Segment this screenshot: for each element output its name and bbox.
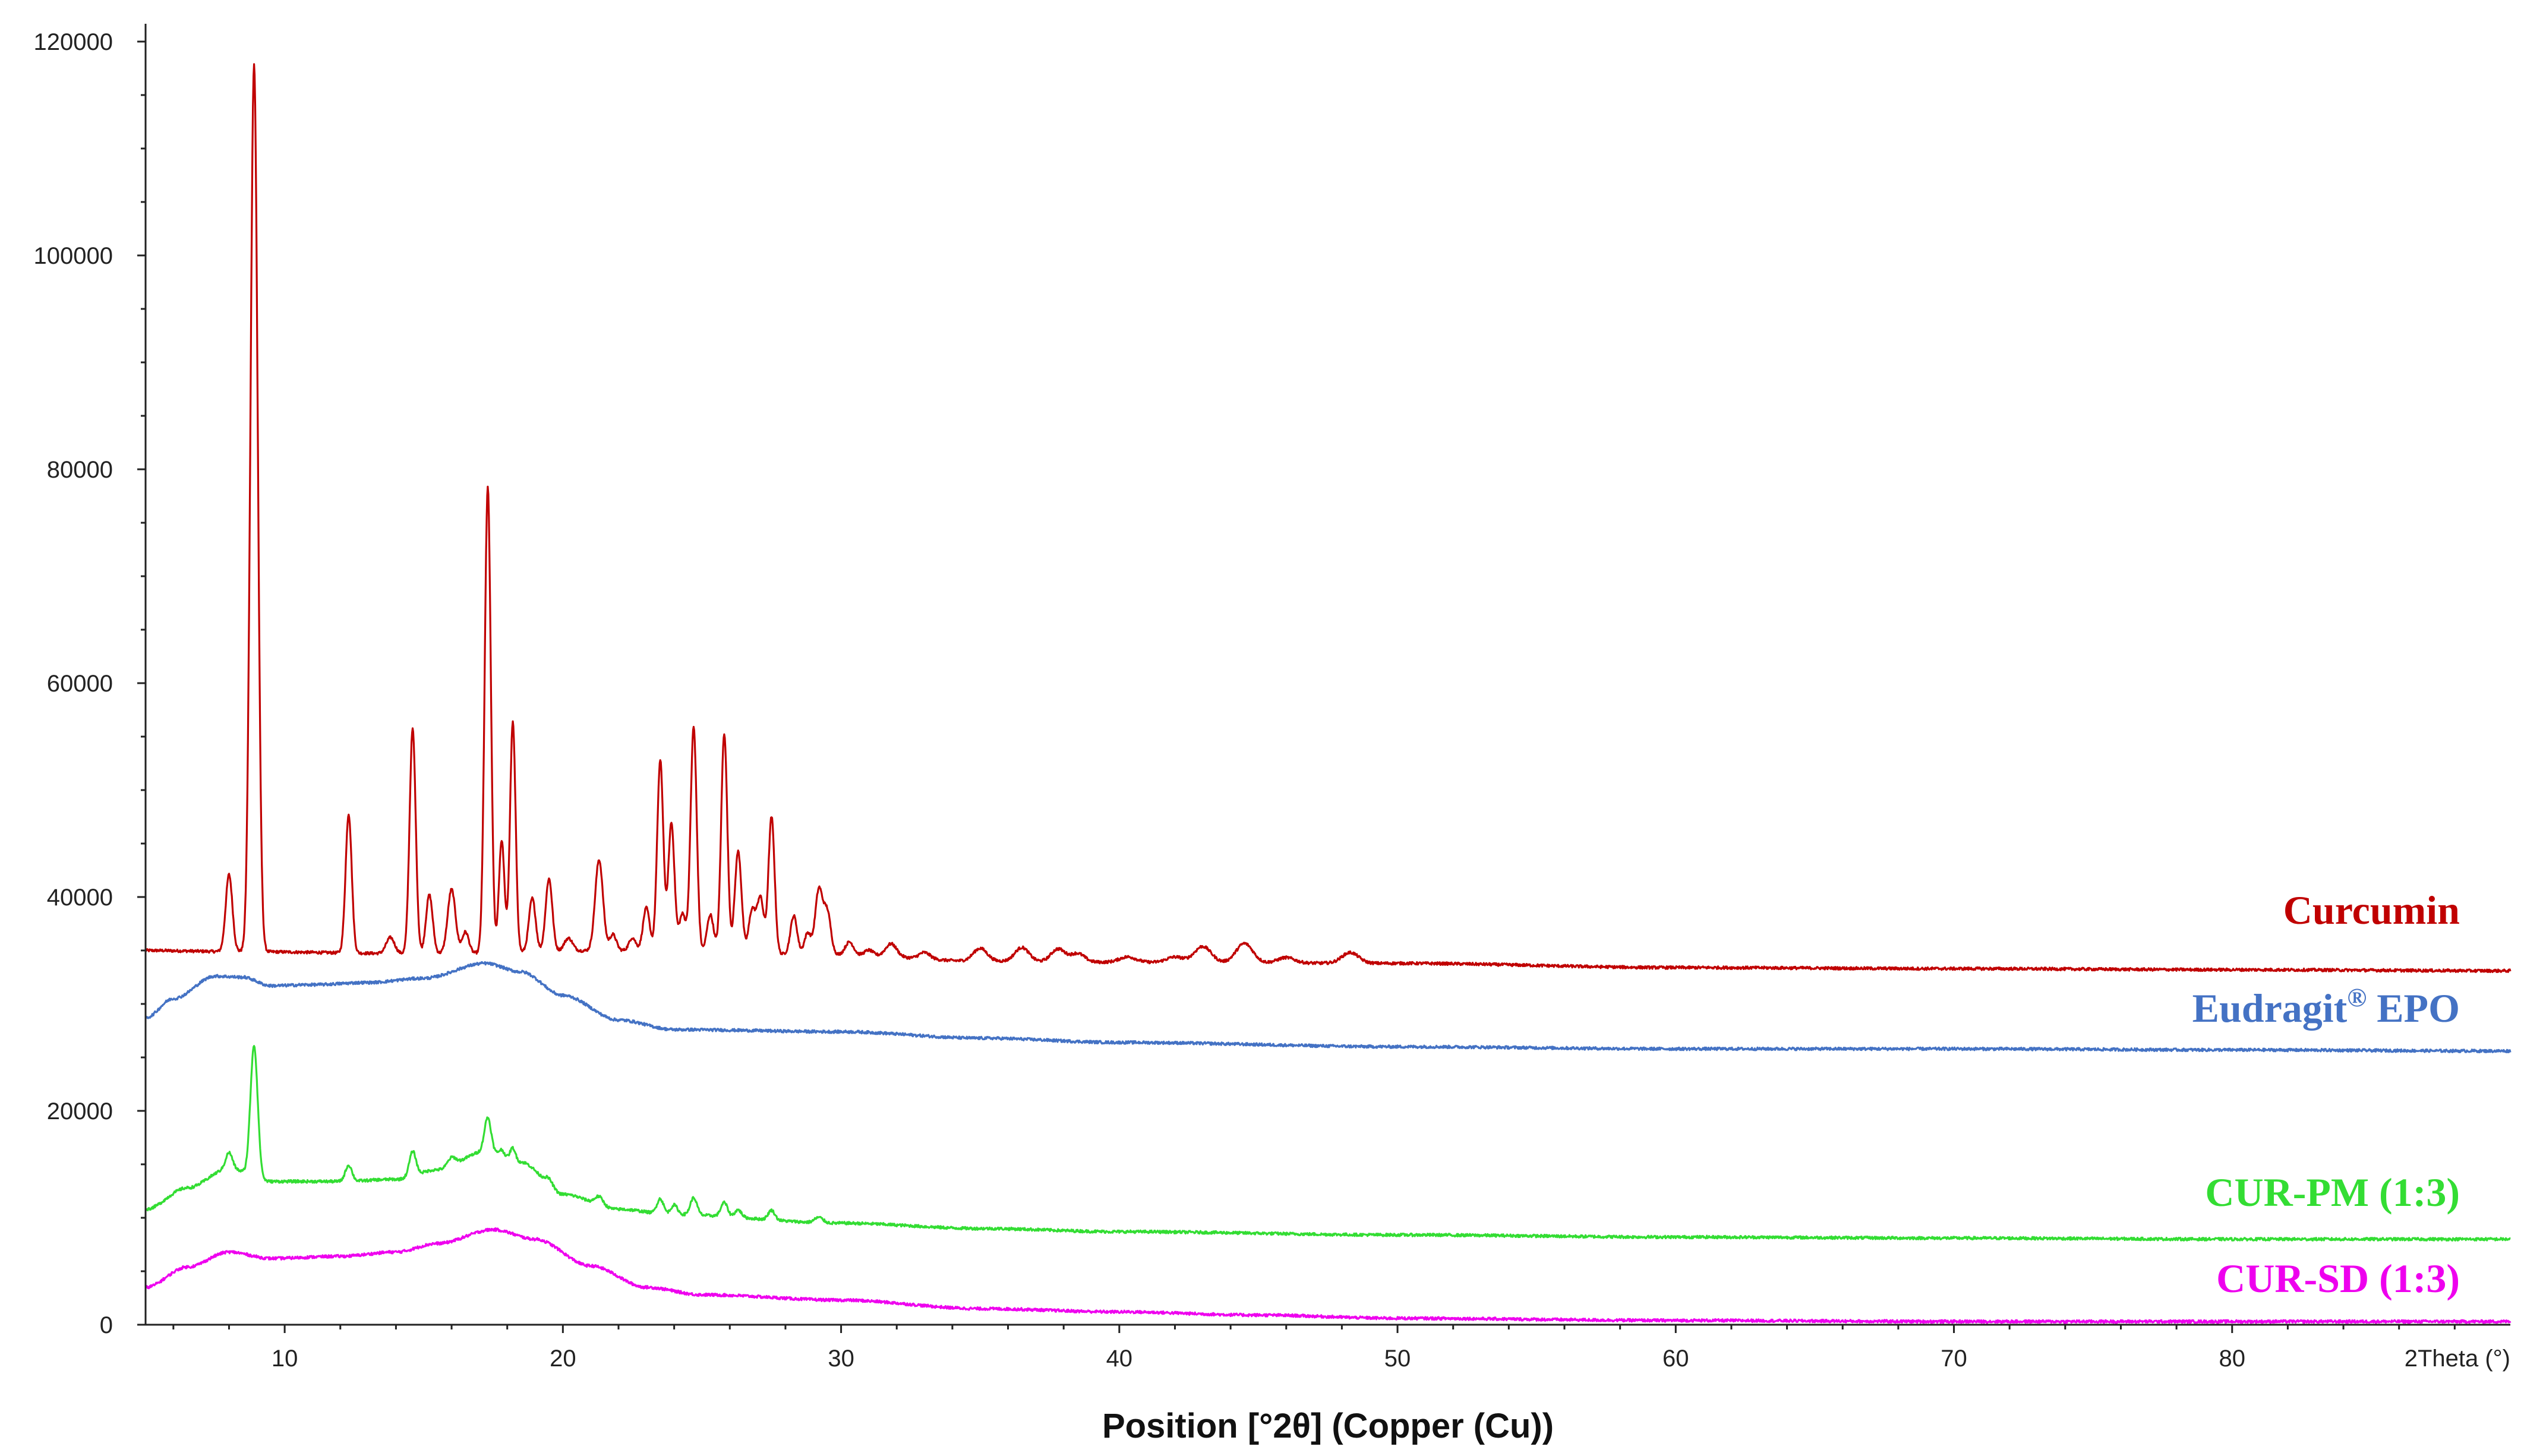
series-label-curcumin: Curcumin bbox=[2283, 888, 2460, 933]
plot-area bbox=[144, 63, 2512, 1324]
y-tick-label: 60000 bbox=[47, 671, 113, 697]
x-tick-label: 40 bbox=[1106, 1346, 1133, 1372]
y-tick-label: 120000 bbox=[34, 29, 113, 55]
x-axis-title: Position [°2θ] (Copper (Cu)) bbox=[1102, 1407, 1554, 1445]
y-tick-label: 20000 bbox=[47, 1098, 113, 1125]
series-line-eudragit-epo bbox=[144, 961, 2512, 1054]
x-tick-label: 80 bbox=[2219, 1346, 2246, 1372]
series-label-text: CUR-SD (1:3) bbox=[2216, 1256, 2460, 1301]
series-label-eudragit-epo: Eudragit® EPO bbox=[2192, 983, 2460, 1031]
x-tick-label: 50 bbox=[1384, 1346, 1411, 1372]
y-tick-label: 40000 bbox=[47, 885, 113, 911]
series-label-text: Eudragit bbox=[2192, 986, 2348, 1031]
series-label-text: Curcumin bbox=[2283, 888, 2460, 933]
x-tick-label: 30 bbox=[828, 1346, 854, 1372]
y-tick-label: 80000 bbox=[47, 457, 113, 483]
series-label-superscript: ® bbox=[2347, 983, 2367, 1012]
x-tick-label: 60 bbox=[1662, 1346, 1689, 1372]
x-tick-label: 70 bbox=[1941, 1346, 1967, 1372]
y-tick-label: 100000 bbox=[34, 243, 113, 269]
y-axis-ticks: 0 20000 40000 60000 80000 100000 120000 bbox=[34, 29, 146, 1338]
series-label-cur-sd: CUR-SD (1:3) bbox=[2216, 1256, 2460, 1301]
x-axis-unit-label: 2Theta (°) bbox=[2405, 1346, 2510, 1372]
y-tick-label: 0 bbox=[100, 1312, 113, 1338]
series-labels: Curcumin Eudragit® EPO CUR-PM (1:3) CUR-SD … bbox=[2192, 888, 2460, 1301]
series-label-cur-pm: CUR-PM (1:3) bbox=[2205, 1170, 2460, 1215]
x-tick-label: 10 bbox=[272, 1346, 298, 1372]
series-label-suffix: EPO bbox=[2367, 986, 2460, 1031]
series-line-curcumin bbox=[144, 63, 2512, 974]
series-line-cur-sd bbox=[144, 1227, 2512, 1324]
series-line-cur-pm bbox=[144, 1045, 2511, 1242]
series-label-text: CUR-PM (1:3) bbox=[2205, 1170, 2460, 1215]
x-axis-ticks: 10 20 30 40 50 60 70 80 bbox=[172, 1325, 2456, 1372]
x-tick-label: 20 bbox=[550, 1346, 576, 1372]
